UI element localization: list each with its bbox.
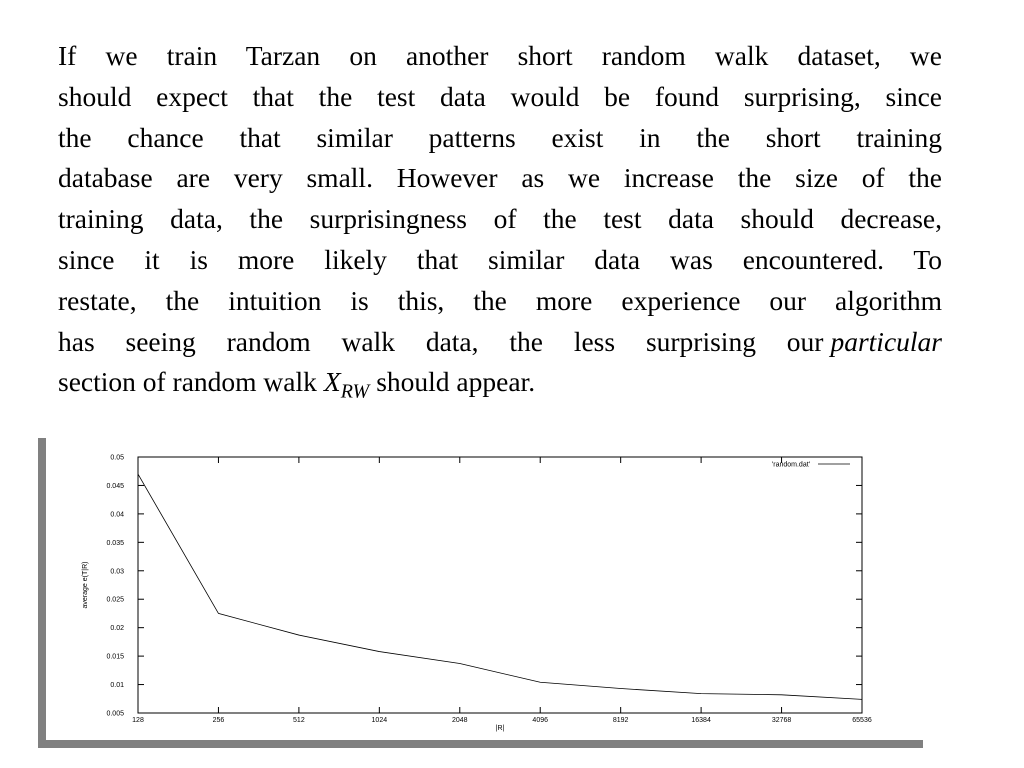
x-tick-label: 16384: [691, 717, 711, 724]
text-line: should expect that the test data would b…: [58, 80, 942, 112]
text-line: has seeing random walk data, the less su…: [58, 322, 942, 363]
legend-label: 'random.dat': [772, 462, 810, 469]
text: has seeing random walk data, the less su…: [58, 325, 824, 357]
y-tick-label: 0.05: [110, 455, 124, 462]
text-line: training data, the surprisingness of the…: [58, 203, 942, 235]
y-tick-label: 0.045: [106, 483, 124, 490]
plot-frame: [137, 456, 863, 714]
subscript: RW: [340, 380, 370, 403]
variable: X: [323, 366, 341, 398]
frame-shadow: [38, 438, 46, 748]
paragraph: If we train Tarzan on another short rand…: [58, 36, 942, 413]
text-line: restate, the intuition is this, the more…: [58, 284, 942, 316]
x-tick-label: 4096: [532, 717, 548, 724]
line-series: [137, 473, 863, 700]
y-tick-label: 0.025: [106, 597, 124, 604]
x-tick-label: 128: [132, 717, 144, 724]
y-axis-label: average e(T|R): [82, 562, 89, 609]
text-line: database are very small. However as we i…: [58, 162, 942, 194]
y-tick-label: 0.035: [106, 540, 124, 547]
y-tick-label: 0.015: [106, 654, 124, 661]
text-line: since it is more likely that similar dat…: [58, 243, 942, 275]
y-tick-label: 0.005: [106, 711, 124, 718]
y-tick-label: 0.01: [110, 682, 124, 689]
frame-shadow: [38, 740, 923, 748]
text-line: the chance that similar patterns exist i…: [58, 121, 942, 153]
text: section of random walk: [58, 366, 317, 398]
text: should appear.: [376, 366, 536, 398]
y-tick-label: 0.02: [110, 625, 124, 632]
x-tick-label: 512: [293, 717, 305, 724]
y-tick-label: 0.04: [110, 511, 124, 518]
x-tick-label: 32768: [772, 717, 792, 724]
text-line: section of random walk XRW should appear.: [58, 362, 942, 412]
text-line: If we train Tarzan on another short rand…: [58, 40, 942, 71]
x-tick-label: 256: [213, 717, 225, 724]
x-tick-label: 8192: [613, 717, 629, 724]
emphasis: particular: [830, 325, 942, 357]
x-tick-label: 2048: [452, 717, 468, 724]
x-axis-label: |R|: [496, 725, 505, 732]
x-tick-label: 65536: [852, 717, 872, 724]
x-tick-label: 1024: [372, 717, 388, 724]
y-tick-label: 0.03: [110, 568, 124, 575]
